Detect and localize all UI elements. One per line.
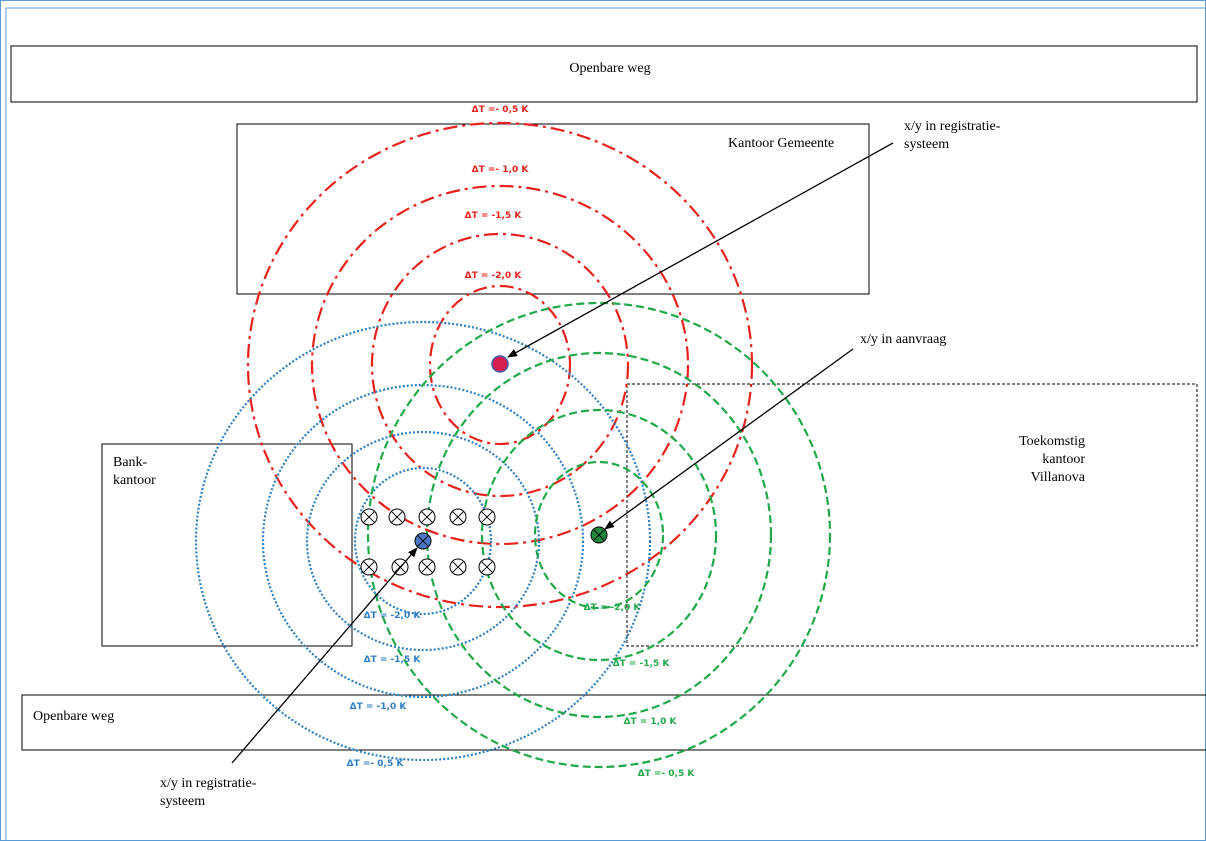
red-ring-label-1-0: ΔT =- 1,0 K: [472, 165, 530, 175]
green-ring-labels: ΔT = -2,0 K ΔT = -1,5 K ΔT = 1,0 K ΔT =-…: [584, 603, 696, 779]
well-marker: [449, 558, 467, 576]
annotation-registry-bottom-2: systeem: [160, 794, 205, 809]
well-marker: [360, 558, 378, 576]
arrow-request: [604, 348, 854, 530]
arrow-registry-top: [507, 142, 894, 358]
road-bottom-box: [21, 694, 1206, 751]
red-rings: [246, 121, 754, 609]
blue-ring-2-0: [353, 466, 493, 616]
well-markers: [360, 508, 496, 576]
blue-ring-label-1-0: ΔT = -1,0 K: [350, 702, 408, 712]
well-marker: [449, 508, 467, 526]
green-ring-1-5: [480, 408, 718, 662]
red-ring-label-2-0: ΔT = -2,0 K: [465, 271, 523, 281]
road-top-box: [10, 45, 1198, 103]
well-marker: [360, 508, 378, 526]
annotation-registry-top-1: x/y in registratie-: [904, 119, 1001, 134]
annotation-request: x/y in aanvraag: [860, 332, 946, 347]
annotation-registry-bottom-1: x/y in registratie-: [160, 776, 257, 791]
blue-point: [414, 532, 432, 550]
green-ring-label-1-0: ΔT = 1,0 K: [624, 717, 678, 727]
well-marker: [388, 508, 406, 526]
blue-ring-label-1-5: ΔT = -1,5 K: [364, 655, 422, 665]
municipal-office-label: Kantoor Gemeente: [728, 136, 834, 151]
red-point: [491, 355, 509, 373]
red-ring-2-0: [428, 284, 572, 446]
blue-ring-labels: ΔT = -2,0 K ΔT = -1,5 K ΔT = -1,0 K ΔT =…: [347, 611, 422, 769]
red-ring-1-5: [370, 232, 630, 498]
blue-ring-label-0-5: ΔT =- 0,5 K: [347, 759, 405, 769]
well-marker: [478, 558, 496, 576]
red-ring-label-0-5: ΔT =- 0,5 K: [472, 105, 530, 115]
well-marker: [478, 508, 496, 526]
bank-office-box: [101, 443, 353, 647]
blue-ring-0-5: [194, 320, 652, 762]
green-ring-label-2-0: ΔT = -2,0 K: [584, 603, 642, 613]
road-bottom-label: Openbare weg: [33, 709, 114, 724]
well-marker: [418, 558, 436, 576]
blue-ring-label-2-0: ΔT = -2,0 K: [364, 611, 422, 621]
well-marker: [418, 508, 436, 526]
green-ring-label-1-5: ΔT = -1,5 K: [613, 659, 671, 669]
bank-office-label-2: kantoor: [113, 473, 156, 488]
bank-office-label-1: Bank-: [113, 455, 148, 470]
annotation-registry-top-2: systeem: [904, 137, 949, 152]
future-office-label-2: kantoor: [1042, 452, 1085, 467]
future-office-box: [626, 383, 1198, 647]
green-ring-2-0: [533, 460, 665, 610]
red-ring-0-5: [246, 121, 754, 609]
blue-ring-1-5: [305, 430, 541, 652]
red-ring-labels: ΔT =- 0,5 K ΔT =- 1,0 K ΔT = -1,5 K ΔT =…: [465, 105, 530, 281]
future-office-label-1: Toekomstig: [1019, 434, 1085, 449]
green-point: [590, 526, 608, 544]
green-ring-label-0-5: ΔT =- 0,5 K: [638, 769, 696, 779]
green-ring-0-5: [366, 301, 832, 769]
arrow-registry-bottom: [231, 547, 418, 764]
future-office-label-3: Villanova: [1031, 470, 1086, 485]
road-top-label: Openbare weg: [569, 61, 650, 76]
red-ring-1-0: [310, 184, 690, 546]
red-ring-label-1-5: ΔT = -1,5 K: [465, 211, 523, 221]
municipal-office-box: [236, 123, 870, 295]
